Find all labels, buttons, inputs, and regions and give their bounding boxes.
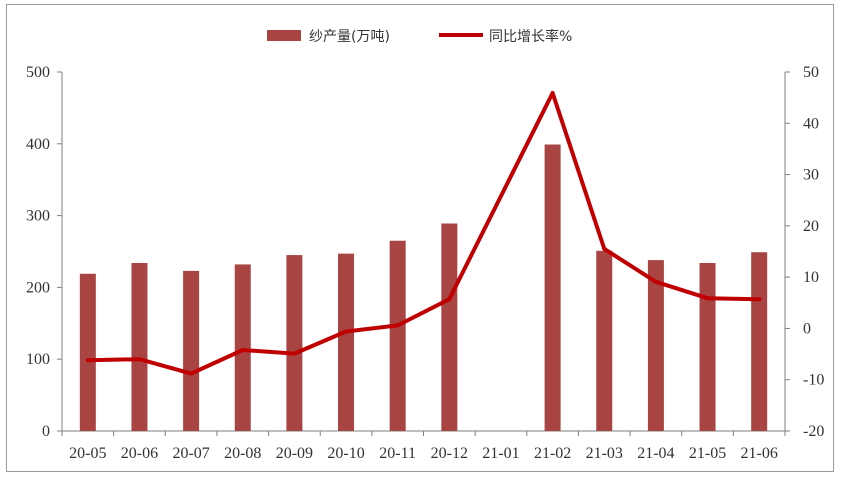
line-point: [550, 91, 555, 96]
y-right-tick-label: 40: [803, 115, 819, 132]
y-right-tick-label: 50: [803, 64, 819, 81]
line-point: [240, 347, 245, 352]
line-point: [137, 357, 142, 362]
bar: [183, 270, 200, 431]
legend-swatch-bar: [267, 30, 301, 41]
x-tick-label: 20-10: [327, 445, 364, 462]
line-point: [85, 358, 90, 363]
bar: [79, 273, 96, 431]
y-right-tick-label: -20: [803, 423, 824, 440]
y-right-tick-label: -10: [803, 372, 824, 389]
x-tick-label: 21-05: [689, 445, 726, 462]
bar: [596, 250, 613, 431]
legend: 纱产量(万吨) 同比增长率%: [267, 28, 572, 45]
y-left-tick-label: 500: [26, 64, 50, 81]
bar: [234, 264, 251, 431]
x-tick-label: 21-01: [482, 445, 519, 462]
bar: [441, 223, 458, 431]
x-tick-label: 21-02: [534, 445, 571, 462]
x-tick-label: 20-06: [121, 445, 158, 462]
line-point: [189, 371, 194, 376]
line-point: [447, 297, 452, 302]
line-point: [602, 246, 607, 251]
legend-label-bar: 纱产量(万吨): [309, 29, 390, 45]
bar: [131, 262, 148, 431]
y-right-tick-label: 30: [803, 167, 819, 184]
line-point: [395, 323, 400, 328]
line-point: [292, 351, 297, 356]
chart-frame: 纱产量(万吨) 同比增长率% 0 100 200 300 400 500 -20 -10 0 10…: [6, 4, 834, 472]
y-left-tick-label: 100: [26, 351, 50, 368]
line-point: [653, 279, 658, 284]
x-tick-label: 20-07: [172, 445, 209, 462]
x-tick-label: 20-05: [69, 445, 106, 462]
y-right-tick-label: 0: [803, 320, 811, 337]
bar: [286, 255, 303, 431]
y-right-tick-label: 10: [803, 269, 819, 286]
x-tick-label: 20-12: [431, 445, 468, 462]
bar: [699, 262, 716, 431]
x-tick-label: 21-04: [637, 445, 674, 462]
legend-label-line: 同比增长率%: [489, 28, 572, 45]
combo-chart: 纱产量(万吨) 同比增长率% 0 100 200 300 400 500 -20 -10 0 10…: [26, 28, 824, 462]
y-left-tick-label: 0: [42, 423, 50, 440]
bar: [647, 260, 664, 431]
y-right-tick-label: 20: [803, 218, 819, 235]
bar: [389, 240, 406, 431]
line-point: [757, 297, 762, 302]
x-tick-label: 20-08: [224, 445, 261, 462]
x-tick-label: 20-11: [379, 445, 416, 462]
bar: [544, 144, 561, 431]
plot-area: 0 100 200 300 400 500 -20 -10 0 10 20 30 40 50 20-05 20…: [26, 64, 824, 462]
y-left-tick-label: 400: [26, 136, 50, 153]
x-tick-label: 21-06: [741, 445, 778, 462]
bar: [338, 253, 355, 431]
bar: [751, 252, 768, 431]
y-left-tick-label: 200: [26, 279, 50, 296]
x-tick-label: 21-03: [586, 445, 623, 462]
line-point: [705, 296, 710, 301]
x-tick-label: 20-09: [276, 445, 313, 462]
line-point: [344, 329, 349, 334]
y-left-tick-label: 300: [26, 208, 50, 225]
